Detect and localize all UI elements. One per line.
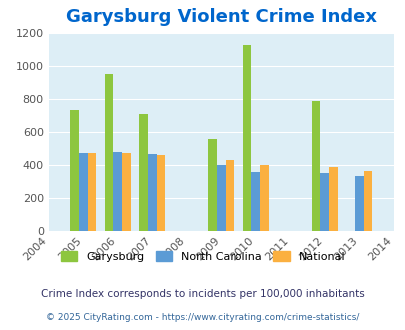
Bar — [208, 139, 216, 231]
Bar — [216, 165, 225, 231]
Bar — [354, 176, 363, 231]
Bar — [225, 160, 234, 231]
Bar — [113, 152, 122, 231]
Bar — [122, 153, 130, 231]
Text: © 2025 CityRating.com - https://www.cityrating.com/crime-statistics/: © 2025 CityRating.com - https://www.city… — [46, 313, 359, 322]
Bar — [311, 101, 320, 231]
Bar — [139, 114, 147, 231]
Text: Crime Index corresponds to incidents per 100,000 inhabitants: Crime Index corresponds to incidents per… — [41, 289, 364, 299]
Bar — [363, 171, 371, 231]
Bar — [242, 45, 251, 231]
Bar — [79, 153, 87, 231]
Bar — [70, 110, 79, 231]
Bar — [320, 173, 328, 231]
Bar — [328, 168, 337, 231]
Bar — [87, 153, 96, 231]
Legend: Garysburg, North Carolina, National: Garysburg, North Carolina, National — [56, 247, 349, 267]
Bar — [147, 154, 156, 231]
Bar — [260, 165, 268, 231]
Bar — [104, 74, 113, 231]
Title: Garysburg Violent Crime Index: Garysburg Violent Crime Index — [66, 8, 376, 26]
Bar — [251, 172, 260, 231]
Bar — [156, 155, 165, 231]
